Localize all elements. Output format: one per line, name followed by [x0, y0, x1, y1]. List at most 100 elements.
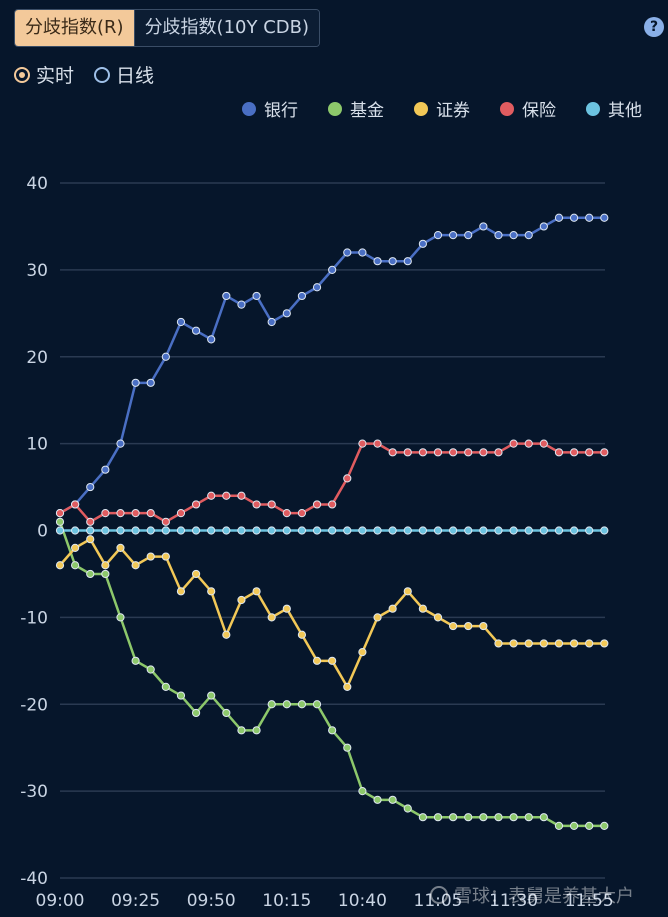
data-point: [146, 378, 155, 387]
data-point: [146, 526, 155, 535]
mode-realtime-label: 实时: [36, 65, 75, 87]
y-tick-label: -40: [20, 869, 48, 889]
data-point: [388, 604, 397, 613]
data-point: [328, 265, 337, 274]
data-point: [297, 509, 307, 518]
data-point: [176, 587, 186, 596]
mode-daily[interactable]: 日线: [94, 61, 154, 88]
data-point: [388, 448, 397, 457]
data-point: [433, 526, 443, 535]
data-point: [569, 213, 579, 222]
data-point: [554, 526, 564, 535]
data-point: [297, 630, 307, 639]
data-point: [297, 526, 307, 535]
data-point: [146, 509, 155, 518]
data-point: [328, 526, 337, 535]
legend-item-insurance[interactable]: 保险: [500, 96, 556, 121]
data-point: [222, 526, 231, 535]
data-point: [479, 222, 488, 231]
legend-item-fund[interactable]: 基金: [328, 96, 384, 121]
data-point: [328, 726, 337, 735]
mode-daily-label: 日线: [116, 65, 155, 87]
series-line: [58, 521, 605, 828]
data-point: [433, 231, 443, 240]
data-point: [116, 439, 125, 448]
data-point: [388, 526, 397, 535]
y-tick-label: 30: [26, 261, 48, 281]
data-point: [86, 517, 95, 526]
data-point: [403, 587, 412, 596]
data-point: [131, 509, 140, 518]
data-point: [403, 804, 412, 813]
data-point: [449, 231, 458, 240]
legend-dot-icon: [328, 101, 342, 116]
tab-divergence-r[interactable]: 分歧指数(R): [15, 10, 134, 46]
data-point: [222, 291, 231, 301]
data-point: [509, 526, 518, 535]
data-point: [161, 682, 170, 691]
data-point: [191, 708, 201, 718]
data-point: [418, 813, 427, 822]
data-point: [585, 526, 594, 535]
legend-dot-icon: [414, 101, 428, 116]
data-point: [464, 231, 473, 240]
data-point: [267, 526, 276, 535]
data-point: [358, 526, 367, 535]
data-point: [524, 526, 533, 535]
data-point: [328, 656, 337, 665]
data-point: [343, 474, 352, 483]
help-icon[interactable]: ?: [644, 17, 664, 37]
data-point: [55, 561, 65, 570]
legend-item-securities[interactable]: 证券: [414, 96, 470, 121]
data-point: [569, 526, 579, 535]
data-point: [494, 448, 503, 457]
data-point: [569, 639, 579, 648]
data-point: [449, 448, 458, 457]
legend-item-bank[interactable]: 银行: [242, 96, 298, 121]
data-point: [569, 448, 579, 457]
data-point: [131, 656, 140, 665]
data-point: [86, 569, 95, 579]
legend-item-other[interactable]: 其他: [586, 96, 642, 121]
data-point: [479, 526, 488, 535]
data-point: [524, 639, 533, 648]
data-point: [282, 604, 291, 613]
data-point: [373, 257, 382, 266]
mode-realtime[interactable]: 实时: [14, 61, 74, 88]
x-tick-label: 11:55: [565, 891, 614, 911]
data-point: [358, 787, 367, 796]
tab-divergence-10y-cdb[interactable]: 分歧指数(10Y CDB): [133, 10, 320, 46]
data-point: [524, 231, 533, 240]
data-point: [252, 500, 261, 509]
data-point: [237, 595, 246, 605]
data-point: [403, 526, 412, 535]
data-point: [494, 813, 503, 822]
series-line: [59, 216, 605, 515]
data-point: [539, 639, 548, 648]
legend-label: 银行: [264, 101, 298, 121]
index-tabs: 分歧指数(R) 分歧指数(10Y CDB): [14, 9, 321, 47]
data-point: [252, 291, 261, 301]
data-point: [403, 257, 412, 266]
data-point: [585, 213, 594, 222]
data-point: [418, 448, 427, 457]
data-point: [207, 491, 216, 500]
data-point: [539, 222, 548, 231]
data-point: [600, 448, 609, 457]
data-point: [464, 621, 473, 631]
data-point: [433, 813, 443, 822]
data-point: [600, 639, 609, 648]
y-tick-label: 20: [26, 348, 48, 368]
data-point: [191, 526, 201, 535]
data-point: [131, 561, 140, 570]
data-point: [176, 317, 186, 327]
data-point: [464, 526, 473, 535]
data-point: [191, 326, 201, 335]
data-point: [71, 561, 80, 570]
data-point: [312, 526, 322, 535]
data-point: [449, 621, 458, 631]
legend-label: 保险: [522, 101, 556, 121]
data-point: [312, 656, 322, 665]
data-point: [312, 700, 322, 709]
data-point: [373, 439, 382, 448]
